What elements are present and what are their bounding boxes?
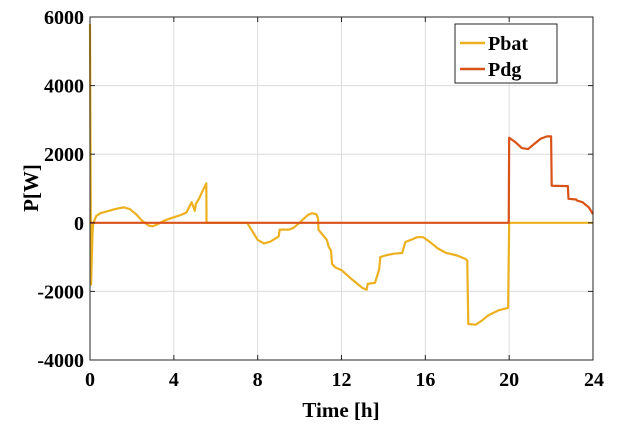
y-axis: -4000 -2000 0 2000 4000 6000: [37, 7, 593, 372]
y-tick-label: -2000: [37, 281, 84, 303]
y-tick-label: -4000: [37, 350, 84, 372]
series-layer: [88, 23, 594, 326]
y-tick-label: 2000: [44, 144, 84, 166]
y-axis-label: P[W]: [19, 164, 43, 212]
x-tick-label: 0: [85, 369, 95, 391]
x-tick-label: 4: [169, 369, 179, 391]
legend-pdg-label: Pdg: [488, 59, 521, 81]
y-tick-label: 4000: [44, 76, 84, 98]
legend-box: [454, 23, 558, 84]
x-axis: 0 4 8 12 16 20 24: [85, 17, 604, 391]
legend: Pbat Pdg: [454, 23, 558, 84]
y-tick-label: 6000: [44, 7, 84, 29]
x-tick-label: 12: [332, 369, 352, 391]
legend-pbat-label: Pbat: [488, 33, 528, 55]
x-tick-label: 24: [584, 369, 604, 391]
pdg-line: [90, 135, 594, 224]
y-tick-label: 0: [74, 213, 84, 235]
x-tick-label: 20: [499, 369, 519, 391]
x-tick-label: 8: [253, 369, 263, 391]
x-axis-label: Time [h]: [302, 398, 379, 422]
pbat-line: [88, 23, 593, 326]
x-tick-label: 16: [415, 369, 435, 391]
